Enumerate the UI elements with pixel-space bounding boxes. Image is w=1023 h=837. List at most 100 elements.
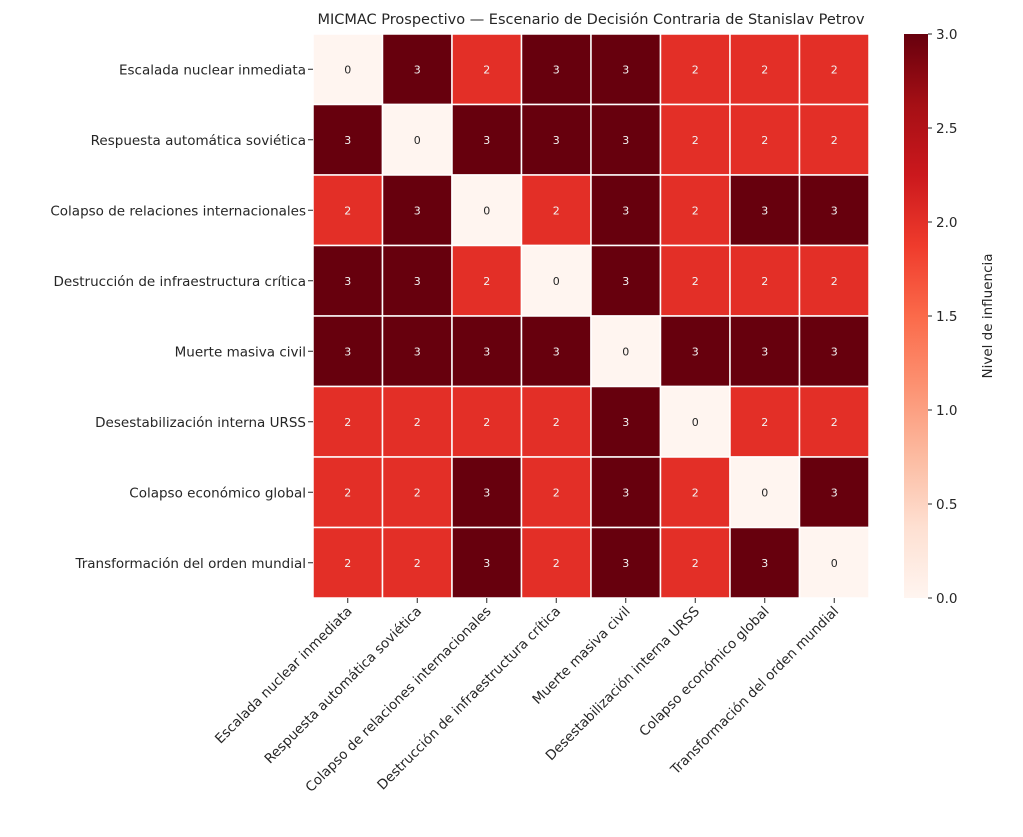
heatmap-cell-r0-c1 <box>381 33 453 106</box>
cell-value-label-r4-c2: 3 <box>483 345 490 358</box>
y-tick-label-6: Colapso económico global <box>129 485 306 501</box>
cell-value-label-r6-c3: 2 <box>553 486 560 499</box>
heatmap-cell-r2-c5 <box>659 174 731 247</box>
heatmap-cell-r4-c6 <box>729 315 801 388</box>
heatmap-cell-r6-c2 <box>451 456 523 529</box>
heatmap-cell-r6-c1 <box>381 456 453 529</box>
cell-value-label-r2-c7: 3 <box>831 204 838 217</box>
cell-value-label-r1-c0: 3 <box>344 134 351 147</box>
cell-value-label-r6-c4: 3 <box>622 486 629 499</box>
cell-value-label-r7-c1: 2 <box>414 557 421 570</box>
heatmap-annotations: 0 3 2 3 3 2 2 2 3 0 3 3 3 2 2 2 2 3 0 2 3 2 3 3 3 3 2 0 3 2 2 2 3 3 3 3 0 3 3 3… <box>344 63 838 570</box>
cell-value-label-r0-c2: 2 <box>483 63 490 76</box>
cell-value-label-r7-c6: 3 <box>761 557 768 570</box>
heatmap-cell-r5-c2 <box>451 385 523 458</box>
cell-value-label-r4-c6: 3 <box>761 345 768 358</box>
cell-value-label-r2-c0: 2 <box>344 204 351 217</box>
cell-value-label-r4-c5: 3 <box>692 345 699 358</box>
cell-value-label-r5-c2: 2 <box>483 416 490 429</box>
colorbar-tick-label-2: 1.0 <box>936 403 957 419</box>
chart-title: MICMAC Prospectivo — Escenario de Decisi… <box>317 12 865 28</box>
y-tick-label-3: Destrucción de infraestructura crítica <box>54 274 306 290</box>
cell-value-label-r5-c6: 2 <box>761 416 768 429</box>
x-tick-label-6: Colapso económico global <box>636 604 772 740</box>
cell-value-label-r7-c0: 2 <box>344 557 351 570</box>
cell-value-label-r6-c2: 3 <box>483 486 490 499</box>
heatmap-cell-r3-c3 <box>520 244 592 317</box>
heatmap-cell-r0-c0 <box>312 33 384 106</box>
heatmap-cell-r5-c5 <box>659 385 731 458</box>
heatmap-cell-r3-c2 <box>451 244 523 317</box>
heatmap-cell-r4-c7 <box>798 315 870 388</box>
y-axis: Escalada nuclear inmediata Respuesta auto… <box>50 62 313 572</box>
colorbar-label: Nivel de influencia <box>980 253 996 378</box>
cell-value-label-r3-c5: 2 <box>692 275 699 288</box>
cell-value-label-r0-c1: 3 <box>414 63 421 76</box>
heatmap-cell-r6-c5 <box>659 456 731 529</box>
heatmap-cell-r3-c6 <box>729 244 801 317</box>
cell-value-label-r5-c0: 2 <box>344 416 351 429</box>
heatmap-cell-r0-c7 <box>798 33 870 106</box>
cell-value-label-r7-c2: 3 <box>483 557 490 570</box>
cell-value-label-r5-c5: 0 <box>692 416 699 429</box>
cell-value-label-r1-c3: 3 <box>553 134 560 147</box>
y-tick-label-4: Muerte masiva civil <box>175 344 306 360</box>
cell-value-label-r5-c1: 2 <box>414 416 421 429</box>
cell-value-label-r6-c6: 0 <box>761 486 768 499</box>
cell-value-label-r3-c6: 2 <box>761 275 768 288</box>
cell-value-label-r4-c4: 0 <box>622 345 629 358</box>
heatmap-cell-r5-c1 <box>381 385 453 458</box>
heatmap-cell-r2-c4 <box>590 174 662 247</box>
heatmap-cell-r7-c2 <box>451 526 523 599</box>
cell-value-label-r5-c7: 2 <box>831 416 838 429</box>
cell-value-label-r3-c2: 2 <box>483 275 490 288</box>
colorbar-tick-label-5: 2.5 <box>936 121 957 137</box>
cell-value-label-r1-c4: 3 <box>622 134 629 147</box>
heatmap-cell-r2-c6 <box>729 174 801 247</box>
cell-value-label-r7-c5: 2 <box>692 557 699 570</box>
cell-value-label-r2-c3: 2 <box>553 204 560 217</box>
x-tick-label-0: Escalada nuclear inmediata <box>212 604 356 748</box>
heatmap-cell-r2-c3 <box>520 174 592 247</box>
cell-value-label-r2-c2: 0 <box>483 204 490 217</box>
cell-value-label-r0-c0: 0 <box>344 63 351 76</box>
cell-value-label-r2-c6: 3 <box>761 204 768 217</box>
cell-value-label-r0-c5: 2 <box>692 63 699 76</box>
cell-value-label-r7-c4: 3 <box>622 557 629 570</box>
cell-value-label-r4-c7: 3 <box>831 345 838 358</box>
cell-value-label-r5-c4: 3 <box>622 416 629 429</box>
y-tick-label-0: Escalada nuclear inmediata <box>119 62 306 78</box>
heatmap-cell-r4-c4 <box>590 315 662 388</box>
cell-value-label-r3-c3: 0 <box>553 275 560 288</box>
cell-value-label-r2-c4: 3 <box>622 204 629 217</box>
heatmap-cell-r5-c7 <box>798 385 870 458</box>
cell-value-label-r5-c3: 2 <box>553 416 560 429</box>
colorbar-tick-label-3: 1.5 <box>936 309 957 325</box>
cell-value-label-r4-c1: 3 <box>414 345 421 358</box>
colorbar-gradient <box>904 34 928 598</box>
cell-value-label-r2-c5: 2 <box>692 204 699 217</box>
cell-value-label-r3-c0: 3 <box>344 275 351 288</box>
cell-value-label-r6-c5: 2 <box>692 486 699 499</box>
cell-value-label-r6-c0: 2 <box>344 486 351 499</box>
cell-value-label-r3-c4: 3 <box>622 275 629 288</box>
heatmap-cell-r2-c2 <box>451 174 523 247</box>
cell-value-label-r0-c6: 2 <box>761 63 768 76</box>
heatmap-cell-r6-c4 <box>590 456 662 529</box>
cell-value-label-r6-c7: 3 <box>831 486 838 499</box>
heatmap-cell-r6-c7 <box>798 456 870 529</box>
heatmap-cell-r0-c5 <box>659 33 731 106</box>
cell-value-label-r6-c1: 2 <box>414 486 421 499</box>
cell-value-label-r4-c3: 3 <box>553 345 560 358</box>
x-tick-label-5: Desestabilización interna URSS <box>543 604 703 764</box>
colorbar-tick-label-0: 0.0 <box>936 591 957 607</box>
cell-value-label-r1-c5: 2 <box>692 134 699 147</box>
y-tick-label-2: Colapso de relaciones internacionales <box>50 203 306 219</box>
heatmap-cell-r0-c2 <box>451 33 523 106</box>
colorbar: 0.0 0.5 1.0 1.5 2.0 2.5 3.0 Nivel de influenci… <box>904 27 996 607</box>
heatmap-cell-r1-c5 <box>659 103 731 176</box>
cell-value-label-r1-c1: 0 <box>414 134 421 147</box>
heatmap-cell-r7-c4 <box>590 526 662 599</box>
